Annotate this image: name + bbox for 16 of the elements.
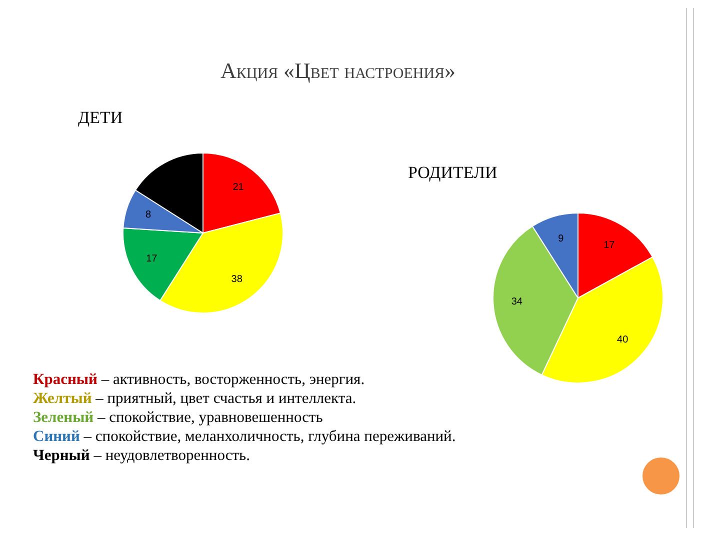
- data-label: 17: [146, 254, 158, 265]
- chart-title: РОДИТЕЛИ: [408, 163, 498, 183]
- data-label: 40: [617, 334, 629, 346]
- data-label: 9: [558, 234, 564, 245]
- data-label: 38: [231, 274, 243, 286]
- text: Черный – неудовлетворенность.: [33, 446, 251, 465]
- data-label: 17: [604, 240, 616, 251]
- text: Желтый – приятный, цвет счастья и интеллекта.: [33, 389, 358, 408]
- text: Красный – активность, восторженность, энергия.: [33, 370, 366, 389]
- chart-subtitle: ДЕТИ: [78, 108, 123, 128]
- data-label: 8: [145, 210, 152, 221]
- data-label: 34: [511, 296, 523, 308]
- text: Синий – спокойствие, меланхоличность, глубина переживаний.: [33, 427, 457, 446]
- text: Зеленый – спокойствие, уравновешенность: [33, 408, 324, 427]
- data-label: 21: [232, 182, 244, 193]
- text: Акция «Цвет настроения»: [219, 58, 457, 84]
